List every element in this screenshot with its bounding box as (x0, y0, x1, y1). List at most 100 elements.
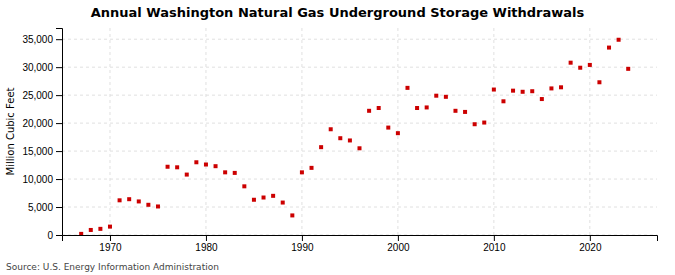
grid-line (62, 179, 657, 180)
point (137, 199, 141, 203)
point (473, 122, 477, 126)
point (434, 94, 438, 98)
grid-line (62, 39, 657, 40)
tick-label: 1980 (195, 242, 218, 253)
y-axis-label: Million Cubic Feet (5, 87, 16, 175)
point (358, 146, 362, 150)
tick-label: 25,000 (22, 90, 53, 101)
point (156, 204, 160, 208)
point (415, 106, 419, 110)
point (89, 228, 93, 232)
tick: 2020 (579, 235, 602, 253)
point (146, 203, 150, 207)
point (252, 198, 256, 202)
grid-line (62, 95, 657, 96)
grid-line (109, 28, 110, 235)
point (214, 164, 218, 168)
point (194, 160, 198, 164)
point (175, 165, 179, 169)
tick-label: 2010 (483, 242, 506, 253)
tick: 0 (47, 230, 62, 241)
tick-mark (302, 235, 303, 241)
tick: 2010 (483, 235, 506, 253)
points (79, 38, 630, 235)
tick-label: 30,000 (22, 62, 53, 73)
point (607, 46, 611, 50)
point (444, 95, 448, 99)
point (242, 184, 246, 188)
point (300, 170, 304, 174)
grid-line (62, 207, 657, 208)
point (329, 127, 333, 131)
point (319, 145, 323, 149)
point (348, 138, 352, 142)
point (569, 61, 573, 65)
point (386, 126, 390, 130)
point (377, 106, 381, 110)
point (540, 97, 544, 101)
grid-line (301, 28, 302, 235)
tick-mark (494, 235, 495, 241)
point (290, 213, 294, 217)
point (338, 136, 342, 140)
chart: 19701980199020002010202005,00010,00015,0… (0, 0, 675, 275)
point (405, 86, 409, 90)
point (185, 173, 189, 177)
point (559, 85, 563, 89)
tick-mark (56, 151, 62, 152)
tick: 20,000 (22, 118, 62, 129)
tick-label: 35,000 (22, 34, 53, 45)
tick-label: 2000 (387, 242, 410, 253)
point (396, 131, 400, 135)
tick: 15,000 (22, 146, 62, 157)
tick: 2000 (387, 235, 410, 253)
tick-mark (56, 39, 62, 40)
tick-mark (590, 235, 591, 241)
point (223, 170, 227, 174)
tick-mark (56, 67, 62, 68)
tick-label: 15,000 (22, 146, 53, 157)
tick-label: 2020 (579, 242, 602, 253)
annotation: Source: U.S. Energy Information Administ… (6, 262, 219, 272)
tick: 10,000 (22, 174, 62, 185)
point (492, 88, 496, 92)
point (578, 66, 582, 70)
point (530, 89, 534, 93)
tick-mark (206, 235, 207, 241)
tick-mark (56, 95, 62, 96)
tick: 35,000 (22, 34, 62, 45)
tick: 1980 (195, 235, 218, 253)
point (626, 67, 630, 71)
x-axis: 197019801990200020102020 (63, 235, 658, 253)
axis-line (63, 236, 658, 242)
point (597, 80, 601, 84)
title: Annual Washington Natural Gas Undergroun… (91, 5, 585, 20)
point (521, 90, 525, 94)
point (501, 99, 505, 103)
point (98, 227, 102, 231)
point (482, 121, 486, 125)
tick-mark (398, 235, 399, 241)
tick-label: 10,000 (22, 174, 53, 185)
plot: 19701980199020002010202005,00010,00015,0… (22, 28, 657, 253)
point (367, 109, 371, 113)
grid-line (589, 28, 590, 235)
tick: 30,000 (22, 62, 62, 73)
point (166, 165, 170, 169)
point (118, 198, 122, 202)
point (511, 89, 515, 93)
tick-mark (110, 235, 111, 241)
point (127, 197, 131, 201)
grid-line (205, 28, 206, 235)
tick-label: 0 (47, 230, 53, 241)
point (549, 86, 553, 90)
tick: 5,000 (28, 202, 62, 213)
point (425, 105, 429, 109)
point (281, 201, 285, 205)
point (463, 110, 467, 114)
tick-mark (56, 179, 62, 180)
axis-line (56, 29, 63, 236)
point (271, 194, 275, 198)
tick-label: 20,000 (22, 118, 53, 129)
point (233, 171, 237, 175)
